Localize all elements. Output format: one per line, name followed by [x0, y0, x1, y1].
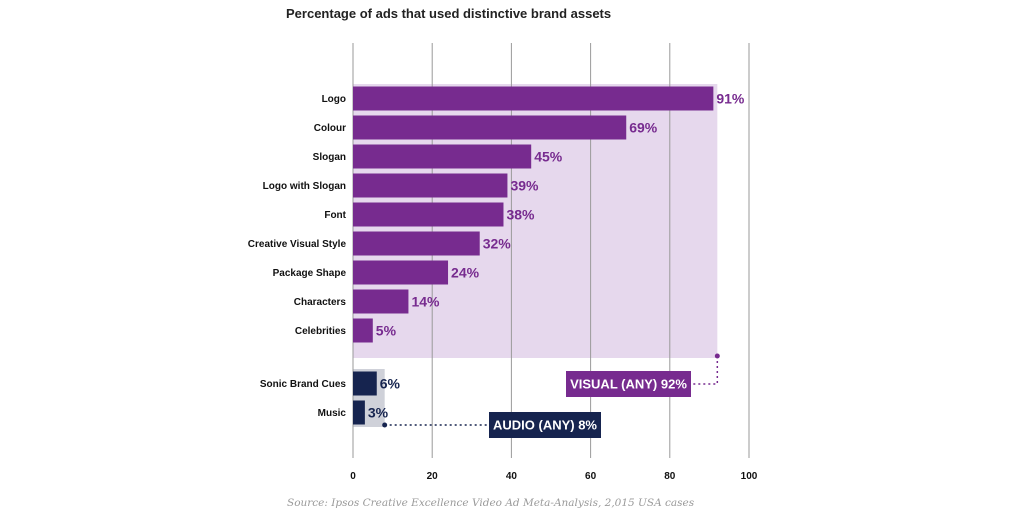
x-tick-label: 20: [427, 471, 439, 482]
value-label: 39%: [510, 178, 539, 194]
visual-bar: [353, 289, 409, 314]
value-label: 91%: [716, 91, 745, 107]
bars: Logo 91% Colour 69% Slogan 45% Logo with Sloga…: [248, 86, 745, 425]
value-label: 38%: [506, 207, 535, 223]
value-label: 24%: [451, 265, 480, 281]
value-label: 6%: [380, 376, 401, 392]
value-label: 3%: [368, 405, 389, 421]
x-tick-label: 0: [350, 471, 356, 482]
value-label: 69%: [629, 120, 658, 136]
source-note: Source: Ipsos Creative Excellence Video …: [287, 497, 695, 509]
visual-bar: [353, 260, 449, 285]
visual-bar: [353, 144, 532, 169]
visual-bar: [353, 86, 714, 111]
category-label: Sonic Brand Cues: [260, 379, 347, 390]
visual-bar: [353, 173, 508, 198]
visual-any-connector: [691, 356, 719, 385]
x-tick-label: 60: [585, 471, 597, 482]
x-tick-label: 40: [506, 471, 518, 482]
category-label: Slogan: [313, 152, 346, 163]
visual-bar: [353, 231, 480, 256]
visual-any-callout-box: [566, 371, 691, 397]
visual-bar: [353, 318, 373, 343]
category-label: Characters: [294, 297, 347, 308]
category-label: Colour: [314, 123, 346, 134]
visual-any-callout-label: VISUAL (ANY) 92%: [570, 377, 687, 392]
x-tick-label: 80: [664, 471, 676, 482]
category-label: Celebrities: [295, 326, 347, 337]
audio-bar: [353, 400, 365, 425]
category-label: Logo with Slogan: [263, 181, 346, 192]
category-label: Creative Visual Style: [248, 239, 347, 250]
aggregate-callouts: VISUAL (ANY) 92% AUDIO (ANY) 8%: [382, 353, 720, 438]
category-label: Font: [324, 210, 346, 221]
visual-bar: [353, 115, 627, 140]
category-label: Music: [318, 408, 347, 419]
x-axis-ticks: 0 20 40 60 80 100: [350, 471, 758, 482]
value-label: 32%: [483, 236, 512, 252]
value-label: 14%: [411, 294, 440, 310]
audio-bar: [353, 371, 377, 396]
chart-title: Percentage of ads that used distinctive …: [286, 6, 611, 21]
visual-bar: [353, 202, 504, 227]
category-label: Package Shape: [273, 268, 347, 279]
category-label: Logo: [322, 94, 346, 105]
audio-any-callout-label: AUDIO (ANY) 8%: [493, 418, 597, 433]
value-label: 5%: [376, 323, 397, 339]
x-tick-label: 100: [741, 471, 758, 482]
audio-any-callout-box: [489, 412, 601, 438]
value-label: 45%: [534, 149, 563, 165]
